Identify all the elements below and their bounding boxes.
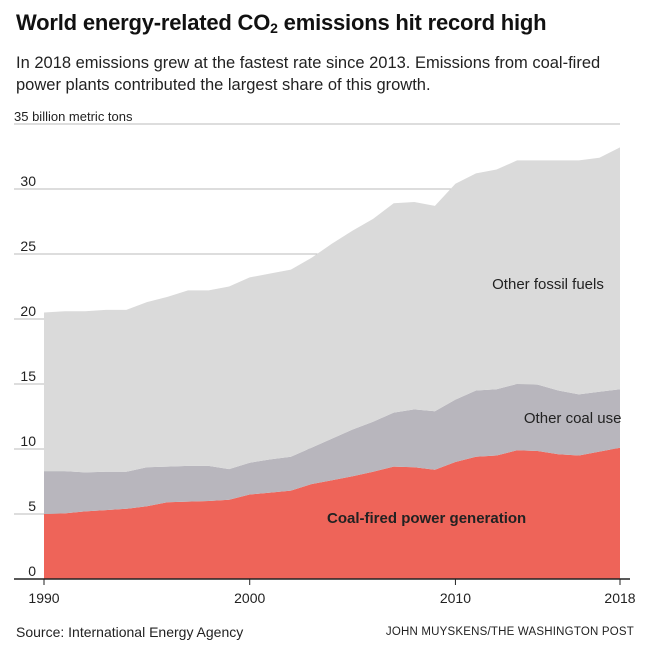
title-subscript: 2 <box>270 20 278 36</box>
chart-title: World energy-related CO2 emissions hit r… <box>16 10 636 36</box>
source-note: Source: International Energy Agency <box>16 624 244 640</box>
chart-subtitle: In 2018 emissions grew at the fastest ra… <box>16 54 601 94</box>
y-tick-label: 25 <box>20 238 36 254</box>
y-tick-label: 0 <box>28 563 36 579</box>
area-coal-power <box>44 447 620 579</box>
label-layer: 0 5 10 15 20 25 30 35 billion metric tons 1990 20… <box>14 110 636 606</box>
y-tick-label: 5 <box>28 498 36 514</box>
area-layer <box>44 147 620 579</box>
area-other-coal <box>44 384 620 514</box>
y-axis-label: 35 billion metric tons <box>14 110 133 124</box>
x-tick-label: 1990 <box>28 590 59 606</box>
series-label: Other fossil fuels <box>492 276 604 293</box>
y-tick-label: 30 <box>20 173 36 189</box>
area-other-fossil <box>44 147 620 473</box>
y-tick-label: 20 <box>20 303 36 319</box>
credit-note: JOHN MUYSKENS/THE WASHINGTON POST <box>385 626 634 638</box>
title-suffix: emissions hit record high <box>277 10 547 35</box>
y-tick-label: 10 <box>20 433 36 449</box>
x-tick-label: 2018 <box>604 590 635 606</box>
x-tick-label: 2000 <box>234 590 265 606</box>
emissions-area-chart: 0 5 10 15 20 25 30 35 billion metric tons 1990 20… <box>14 110 636 606</box>
series-label: Coal-fired power generation <box>327 510 526 527</box>
axis-layer <box>14 578 630 585</box>
y-tick-label: 15 <box>20 368 36 384</box>
x-tick-label: 2010 <box>440 590 471 606</box>
series-label: Other coal use <box>524 410 622 427</box>
title-prefix: World energy-related CO <box>16 10 271 35</box>
